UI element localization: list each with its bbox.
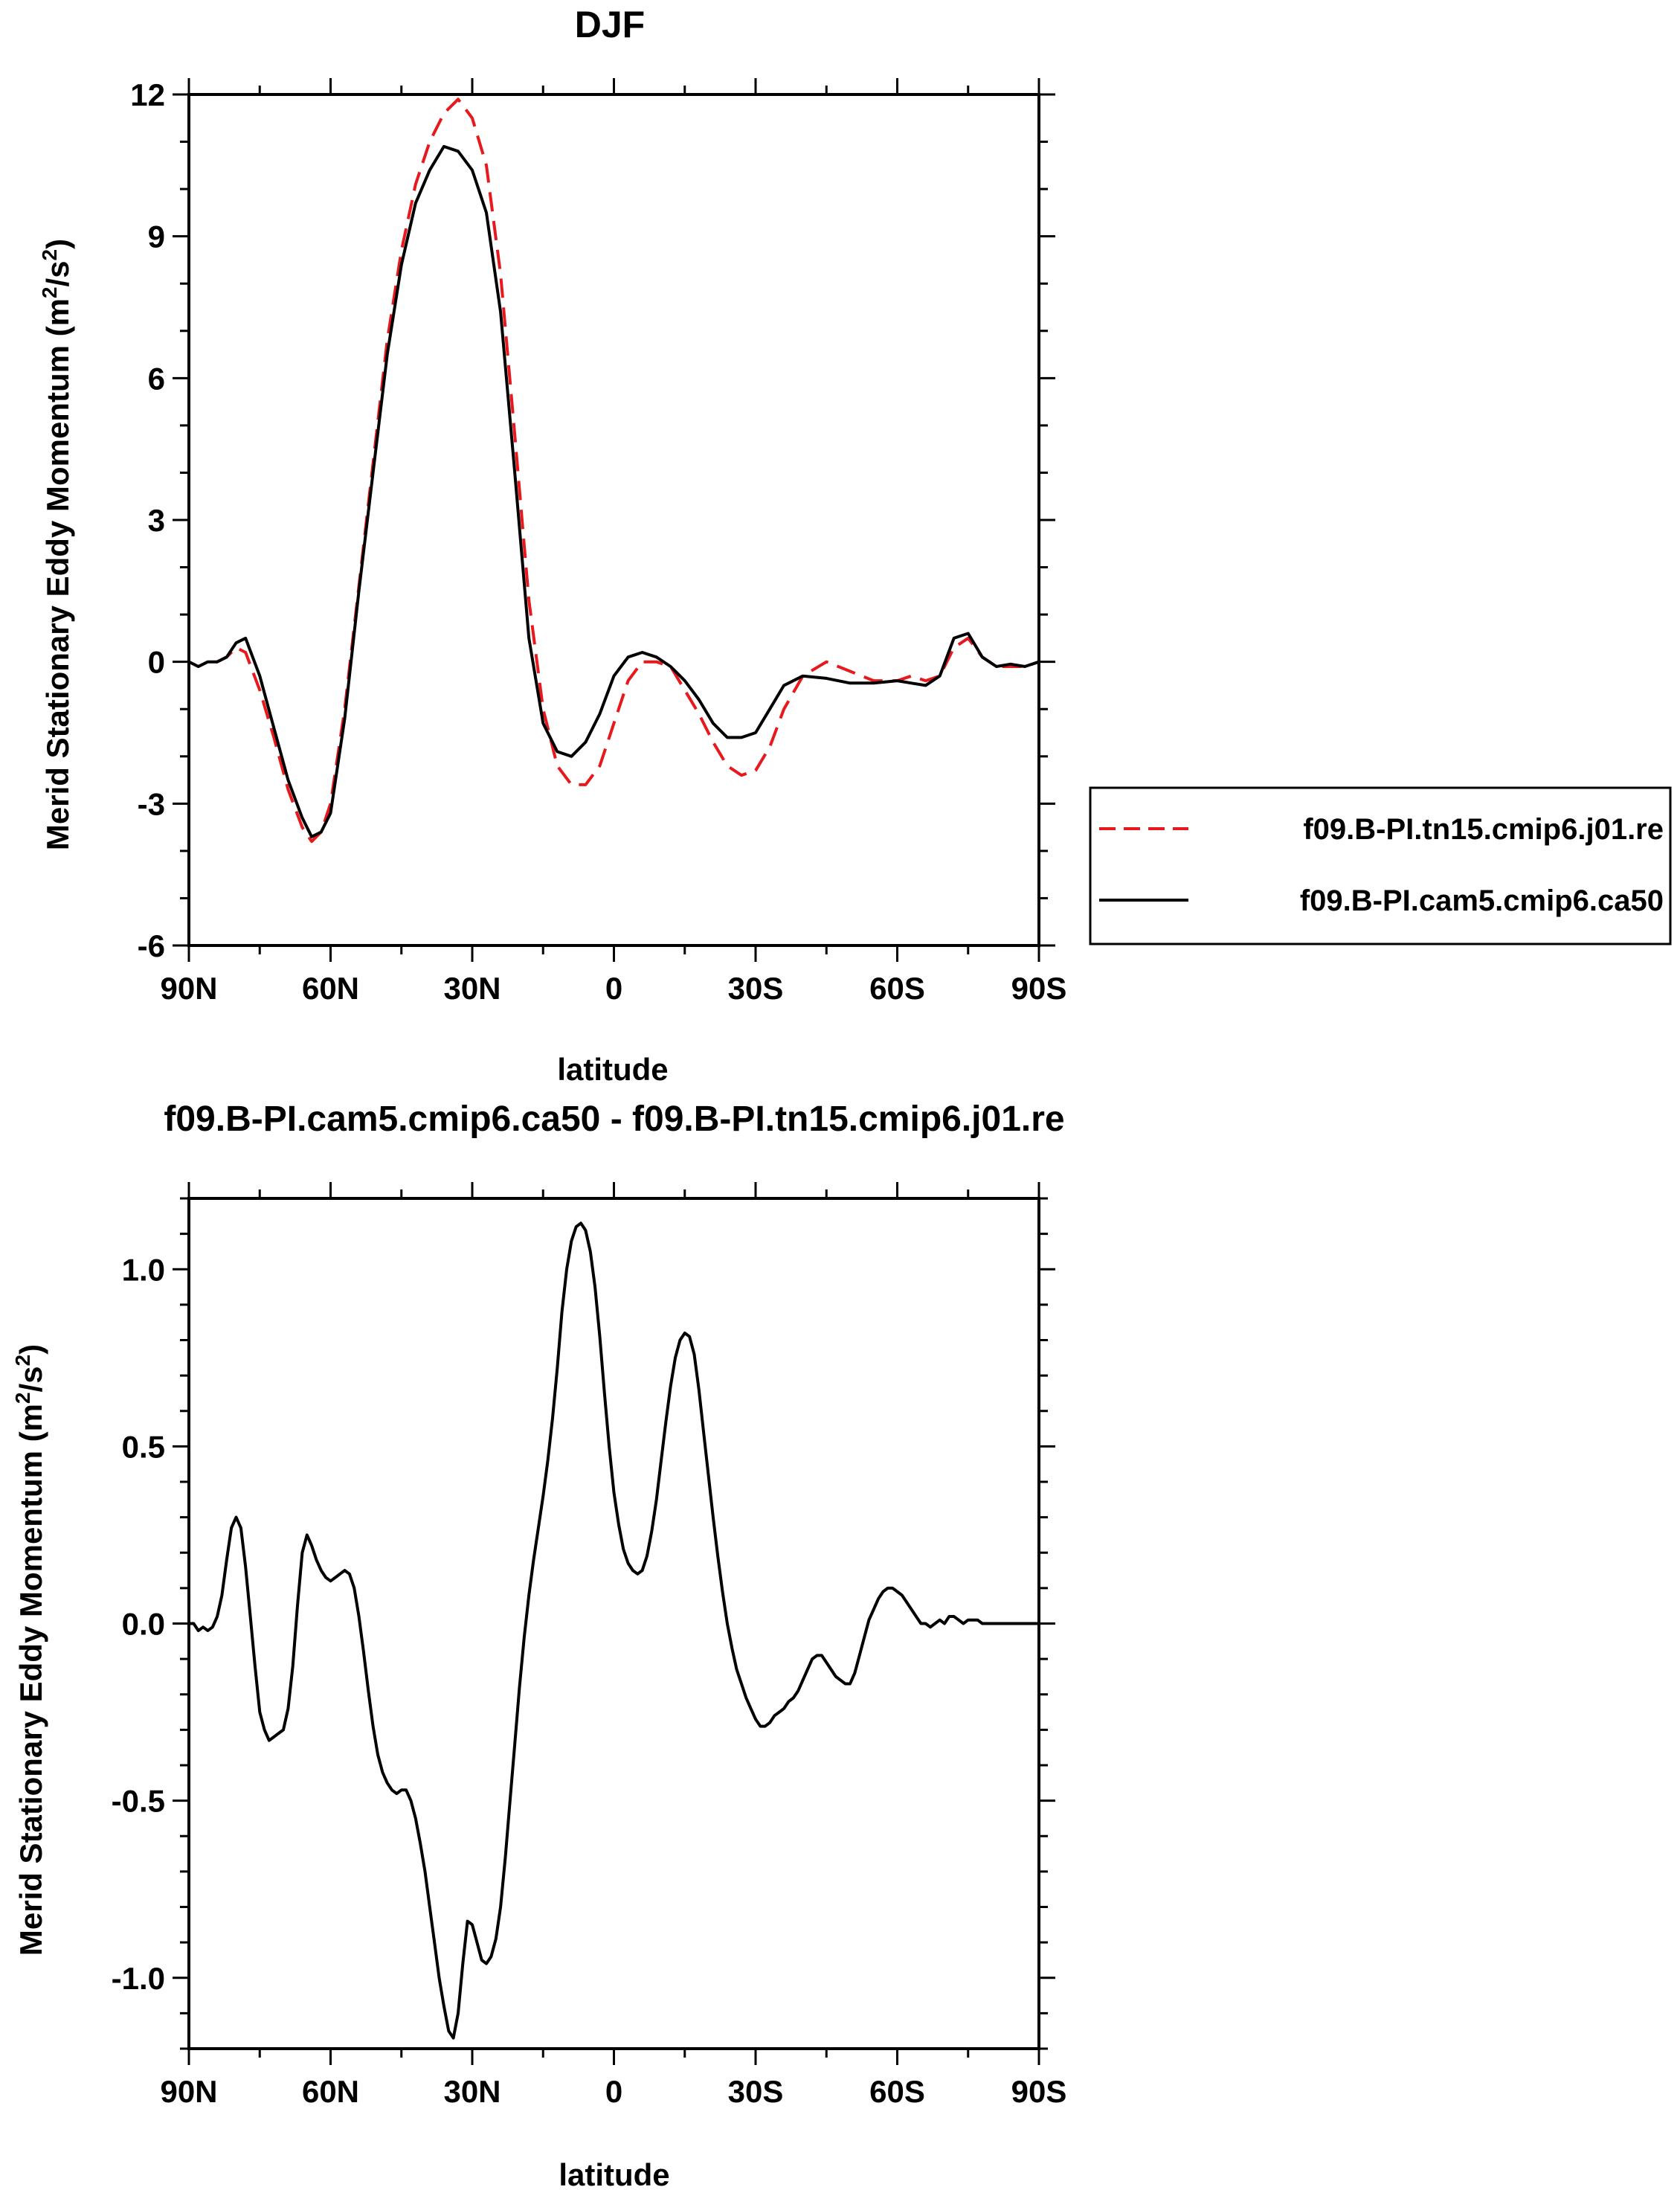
x-tick-label: 0 [605,971,622,1006]
y-axis-label-sup: 2 [38,286,61,298]
series-line-1 [188,97,1040,844]
y-axis-label-end: ) [40,239,75,249]
y-tick-label: 3 [148,503,165,538]
y-axis-label: Merid Stationary Eddy Momentum (m2/s2) [38,239,75,850]
panel-djf: DJF Merid Stationary Eddy Momentum (m2/s… [38,4,1672,1087]
y-axis-label-sup: 2 [11,1355,34,1367]
x-tick-label: 30N [443,971,501,1006]
y-axis-label-sup: 2 [38,249,61,261]
series-line-1 [189,1221,1039,2040]
x-tick-label: 90N [160,2074,217,2109]
y-tick-label: -0.5 [112,1784,165,1819]
plot-frame [187,1197,1040,2050]
y-axis-label-mid: /s [40,260,75,286]
x-tick-label: 60N [302,2074,359,2109]
y-tick-label: 6 [148,361,165,396]
y-tick-label: -3 [138,786,165,821]
x-tick-label: 0 [605,2074,622,2109]
y-tick-label: 1.0 [122,1252,165,1287]
x-tick-label: 60S [869,971,925,1006]
panel-difference: f09.B-PI.cam5.cmip6.ca50 - f09.B-PI.tn15… [11,1099,1066,2190]
y-tick-label: 0.5 [122,1429,165,1464]
y-axis-label-end: ) [13,1344,48,1355]
svg-text:Merid Stationary Eddy Momentum: Merid Stationary Eddy Momentum (m2/s2) [11,1344,48,1956]
chart-title: DJF [575,4,645,45]
plot-frame [187,93,1040,947]
y-axis-label-main: Merid Stationary Eddy Momentum (m [13,1404,48,1956]
y-axis-label-mid: /s [13,1366,48,1392]
x-tick-label: 30S [728,971,784,1006]
y-axis-label: Merid Stationary Eddy Momentum (m2/s2) [11,1344,48,1956]
y-tick-label: 12 [130,77,165,112]
legend: f09.B-PI.tn15.cmip6.j01.re f09.B-PI.cam5… [1089,786,1672,945]
x-tick-label: 30N [443,2074,501,2109]
y-tick-label: 0.0 [122,1607,165,1642]
y-tick-label: 9 [148,219,165,254]
x-tick-label: 90S [1011,2074,1067,2109]
x-tick-label: 90S [1011,971,1067,1006]
legend-box [1089,786,1672,945]
chart-title: f09.B-PI.cam5.cmip6.ca50 - f09.B-PI.tn15… [164,1099,1064,1139]
x-tick-label: 90N [160,971,217,1006]
x-axis-label: latitude [557,1052,668,1087]
y-tick-label: -1.0 [112,1961,165,1996]
y-axis-label-main: Merid Stationary Eddy Momentum (m [40,298,75,850]
legend-entry-tn15: f09.B-PI.tn15.cmip6.j01.re [1303,813,1664,846]
x-tick-label: 60N [302,971,359,1006]
x-axis-label: latitude [559,2157,669,2190]
x-tick-label: 60S [869,2074,925,2109]
x-tick-label: 30S [728,2074,784,2109]
y-tick-label: 0 [148,645,165,680]
y-axis-label-sup: 2 [11,1392,34,1404]
svg-text:Merid Stationary Eddy Momentum: Merid Stationary Eddy Momentum (m2/s2) [38,239,75,850]
y-tick-label: -6 [138,928,165,963]
series-line-2 [188,144,1040,838]
legend-entry-cam5: f09.B-PI.cam5.cmip6.ca50 [1300,884,1664,917]
